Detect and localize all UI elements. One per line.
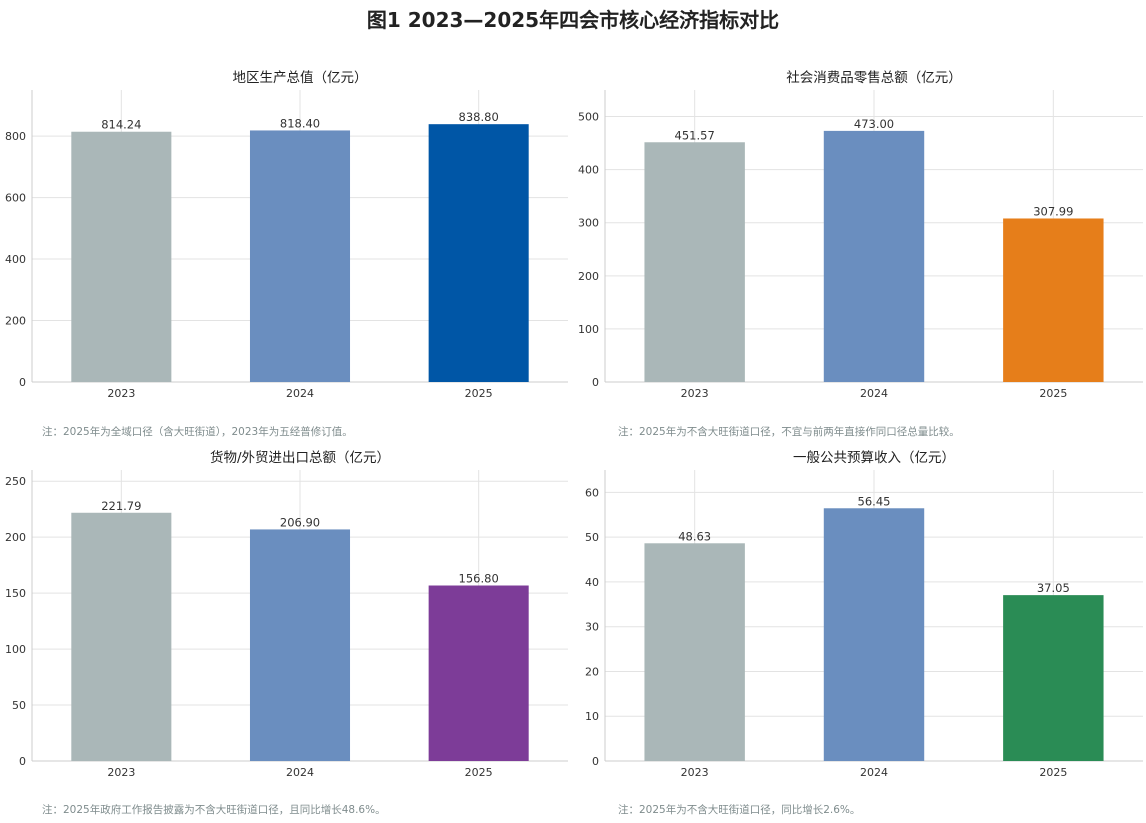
note-retail: 注：2025年为不含大旺街道口径，不宜与前两年直接作同口径总量比较。: [618, 426, 960, 438]
chart-panel-gdp: 地区生产总值（亿元） 0 200 400 600 800 814.24 2023 818.40 2…: [0, 60, 573, 440]
y-tick-label: 0: [592, 376, 599, 389]
y-tick-label: 800: [5, 130, 26, 143]
x-tick-label: 2025: [465, 766, 493, 779]
chart-panel-budget: 一般公共预算收入（亿元） 0 10 20 30 40 50 60 48.63 2023 56.45 2…: [573, 440, 1146, 823]
y-tick-label: 150: [5, 587, 26, 600]
chart-title: 一般公共预算收入（亿元）: [793, 450, 955, 466]
y-tick-label: 50: [12, 699, 26, 712]
note-budget: 注：2025年为不含大旺街道口径，同比增长2.6%。: [618, 804, 861, 816]
y-tick-label: 500: [578, 111, 599, 124]
bar-2025: [428, 585, 529, 761]
data-label: 48.63: [678, 529, 711, 543]
data-label: 838.80: [459, 110, 499, 124]
data-label: 814.24: [101, 118, 141, 132]
y-tick-label: 40: [585, 576, 599, 589]
data-label: 451.57: [675, 128, 715, 142]
data-label: 221.79: [101, 499, 141, 513]
bar-2023: [644, 543, 745, 761]
data-label: 206.90: [280, 515, 320, 529]
y-tick-label: 250: [5, 475, 26, 488]
y-tick-label: 20: [585, 665, 599, 678]
chart-retail: 社会消费品零售总额（亿元） 0 100 200 300 400 500 451.57 2023 4…: [578, 70, 1143, 400]
bar-2023: [71, 131, 172, 382]
y-tick-label: 0: [592, 755, 599, 768]
chart-title: 社会消费品零售总额（亿元）: [786, 70, 962, 86]
data-label: 37.05: [1037, 581, 1070, 595]
note-trade: 注：2025年政府工作报告披露为不含大旺街道口径，且同比增长48.6%。: [42, 804, 386, 816]
y-tick-label: 30: [585, 621, 599, 634]
x-tick-label: 2025: [465, 387, 493, 400]
y-tick-label: 200: [578, 270, 599, 283]
bar-2023: [644, 142, 745, 382]
y-tick-label: 200: [5, 531, 26, 544]
chart-title: 地区生产总值（亿元）: [233, 70, 368, 86]
x-tick-label: 2023: [107, 387, 135, 400]
bar-2024: [249, 529, 351, 761]
y-tick-label: 300: [578, 217, 599, 230]
x-tick-label: 2024: [860, 766, 888, 779]
bar-2024: [823, 508, 925, 761]
x-tick-label: 2023: [681, 387, 709, 400]
chart-gdp: 地区生产总值（亿元） 0 200 400 600 800 814.24 2023 818.40 2…: [5, 70, 568, 400]
chart-budget: 一般公共预算收入（亿元） 0 10 20 30 40 50 60 48.63 2023 56.45 2…: [585, 450, 1143, 779]
chart-panel-trade: 货物/外贸进出口总额（亿元） 0 50 100 150 200 250 221.79 2023 2…: [0, 440, 573, 823]
y-tick-label: 200: [5, 315, 26, 328]
chart-panel-retail: 社会消费品零售总额（亿元） 0 100 200 300 400 500 451.57 2023 4…: [573, 60, 1146, 440]
data-label: 818.40: [280, 116, 320, 130]
x-tick-label: 2025: [1039, 387, 1067, 400]
x-tick-label: 2023: [681, 766, 709, 779]
note-gdp: 注：2025年为全域口径（含大旺街道），2023年为五经普修订值。: [42, 426, 353, 438]
x-tick-label: 2025: [1039, 766, 1067, 779]
chart-trade: 货物/外贸进出口总额（亿元） 0 50 100 150 200 250 221.79 2023 2…: [5, 449, 568, 779]
x-tick-label: 2024: [286, 387, 314, 400]
y-tick-label: 400: [578, 164, 599, 177]
bar-2025: [1003, 218, 1104, 382]
data-label: 156.80: [459, 572, 499, 586]
bar-2024: [249, 130, 351, 382]
y-tick-label: 100: [5, 643, 26, 656]
chart-title: 货物/外贸进出口总额（亿元）: [210, 449, 390, 466]
y-tick-label: 50: [585, 531, 599, 544]
data-label: 307.99: [1033, 204, 1073, 218]
x-tick-label: 2024: [860, 387, 888, 400]
y-tick-label: 10: [585, 710, 599, 723]
main-title: 图1 2023—2025年四会市核心经济指标对比: [366, 8, 780, 32]
x-tick-label: 2023: [107, 766, 135, 779]
y-tick-label: 400: [5, 253, 26, 266]
bar-2025: [1003, 595, 1104, 761]
y-tick-label: 0: [19, 376, 26, 389]
y-tick-label: 60: [585, 486, 599, 499]
data-label: 56.45: [858, 494, 891, 508]
data-label: 473.00: [854, 117, 894, 131]
y-tick-label: 600: [5, 192, 26, 205]
bar-2023: [71, 512, 172, 761]
bar-2025: [428, 124, 529, 382]
y-tick-label: 100: [578, 323, 599, 336]
y-tick-label: 0: [19, 755, 26, 768]
bar-2024: [823, 130, 925, 382]
x-tick-label: 2024: [286, 766, 314, 779]
